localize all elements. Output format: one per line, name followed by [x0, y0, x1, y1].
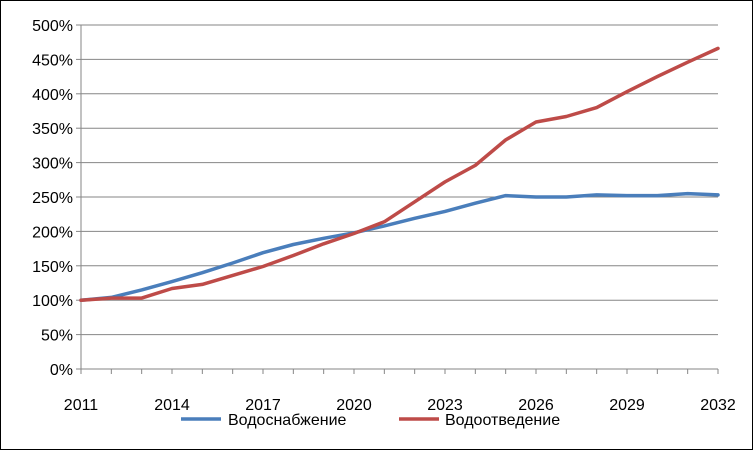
- x-axis-labels: 2011 2014 2017 2020 2023 2026 2029 2032: [64, 397, 736, 414]
- x-tick-label: 2032: [700, 397, 736, 414]
- y-tick-label: 250%: [32, 190, 73, 207]
- y-tick-label: 200%: [32, 224, 73, 241]
- y-tick-label: 100%: [32, 293, 73, 310]
- x-tick-label: 2026: [518, 397, 554, 414]
- y-tick-label: 0%: [50, 362, 73, 379]
- y-tick-label: 500%: [32, 18, 73, 35]
- legend-label: Водоснабжение: [228, 412, 347, 429]
- y-axis-labels: 0% 50% 100% 150% 200% 250% 300% 350% 400% 450% 500…: [32, 18, 73, 379]
- y-tick-label: 400%: [32, 87, 73, 104]
- legend: Водоснабжение Водоотведение: [181, 412, 560, 429]
- series-layer: [79, 46, 720, 302]
- y-tick-label: 150%: [32, 259, 73, 276]
- y-tick-label: 300%: [32, 156, 73, 173]
- grid-layer: [76, 24, 719, 374]
- y-tick-label: 50%: [41, 328, 73, 345]
- x-tick-label: 2014: [154, 397, 190, 414]
- x-tick-label: 2017: [245, 397, 281, 414]
- series-line-1: [79, 191, 720, 302]
- x-tick-label: 2011: [64, 397, 99, 414]
- x-tick-label: 2023: [427, 397, 463, 414]
- legend-label: Водоотведение: [445, 412, 560, 429]
- y-tick-label: 450%: [32, 52, 73, 69]
- y-tick-label: 350%: [32, 121, 73, 138]
- series-line-2: [79, 46, 720, 302]
- x-tick-label: 2029: [609, 397, 645, 414]
- x-tick-label: 2020: [336, 397, 372, 414]
